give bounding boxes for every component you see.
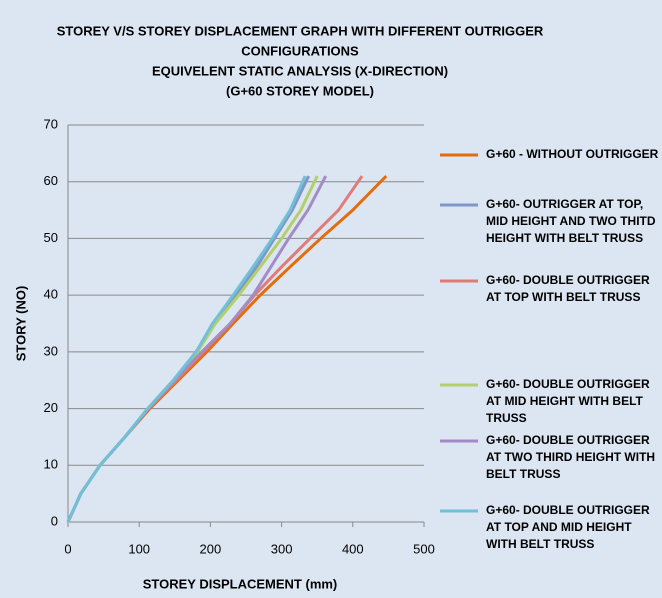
x-tick-label: 200: [200, 541, 222, 556]
y-axis-label: STORY (NO): [13, 286, 28, 362]
y-tick-label: 20: [44, 400, 58, 415]
x-tick-label: 100: [128, 541, 150, 556]
y-tick-label: 10: [44, 457, 58, 472]
chart-title: CONFIGURATIONS: [241, 43, 359, 58]
y-tick-label: 30: [44, 343, 58, 358]
x-axis-label: STOREY DISPLACEMENT (mm): [143, 576, 338, 591]
x-tick-label: 0: [64, 541, 71, 556]
y-tick-label: 0: [51, 513, 58, 528]
legend-label: G+60- DOUBLE OUTRIGGER AT TOP WITH BELT …: [486, 273, 650, 304]
legend-label: G+60- DOUBLE OUTRIGGER AT MID HEIGHT WIT…: [486, 377, 650, 425]
line-series: [66, 175, 307, 523]
x-tick-label: 300: [271, 541, 293, 556]
line-series: [66, 175, 364, 523]
x-tick-label: 500: [413, 541, 435, 556]
x-tick-label: 400: [342, 541, 364, 556]
y-tick-label: 40: [44, 287, 58, 302]
y-tick-label: 70: [44, 116, 58, 131]
line-series: [66, 174, 388, 523]
legend-label: G+60 - WITHOUT OUTRIGGER: [486, 147, 659, 161]
chart-title: STOREY V/S STOREY DISPLACEMENT GRAPH WIT…: [57, 23, 544, 38]
y-tick-label: 60: [44, 173, 58, 188]
y-tick-label: 50: [44, 230, 58, 245]
legend-label: G+60- DOUBLE OUTRIGGER AT TWO THIRD HEIG…: [486, 433, 656, 481]
legend-label: G+60- OUTRIGGER AT TOP, MID HEIGHT AND T…: [486, 197, 656, 245]
chart-title: EQUIVELENT STATIC ANALYSIS (X-DIRECTION): [152, 63, 448, 78]
legend-label: G+60- DOUBLE OUTRIGGER AT TOP AND MID HE…: [486, 503, 650, 551]
chart-title: (G+60 STOREY MODEL): [226, 83, 374, 98]
line-series: [66, 175, 311, 523]
